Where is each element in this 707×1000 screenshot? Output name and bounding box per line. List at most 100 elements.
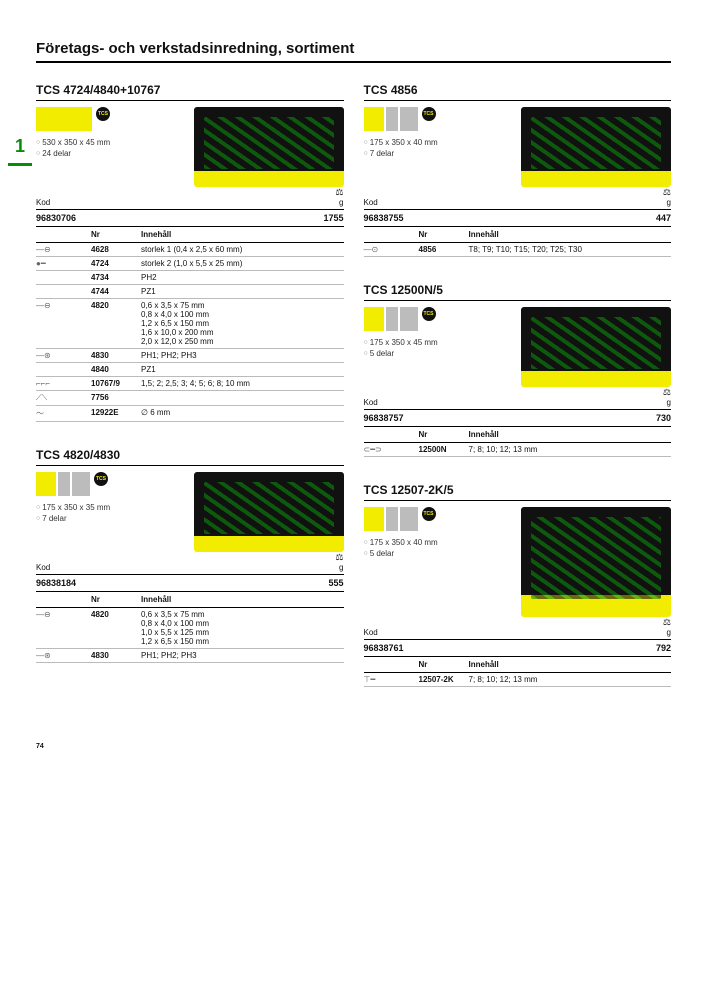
content-row: ●━ 4724 storlek 2 (1,0 x 5,5 x 25 mm) [36, 257, 344, 271]
product-weight: 730 [656, 413, 671, 423]
row-nr: 4820 [91, 301, 141, 310]
product-block: TCS 4820/4830 TCS 175 x 350 x 35 mm7 del… [36, 448, 344, 663]
weight-header: ⚖g [663, 187, 671, 207]
row-innehall: storlek 2 (1,0 x 5,5 x 25 mm) [141, 259, 344, 268]
color-swatch [36, 472, 56, 496]
col-innehall: Innehåll [141, 230, 344, 239]
row-innehall: 7; 8; 10; 12; 13 mm [469, 445, 672, 454]
row-nr: 12922E [91, 408, 141, 417]
color-swatch [400, 307, 418, 331]
swatch-row: TCS [36, 107, 194, 131]
product-title: TCS 12507-2K/5 [364, 483, 672, 501]
content-row: —⊖ 4820 0,6 x 3,5 x 75 mm 0,8 x 4,0 x 10… [36, 299, 344, 349]
col-innehall: Innehåll [469, 430, 672, 439]
row-nr: 4830 [91, 351, 141, 360]
row-icon: ⊤━ [364, 675, 419, 684]
row-innehall: 1,5; 2; 2,5; 3; 4; 5; 6; 8; 10 mm [141, 379, 344, 388]
product-photo [194, 107, 344, 187]
product-code: 96838761 [364, 643, 404, 653]
content-row: ⌐⌐⌐ 10767/9 1,5; 2; 2,5; 3; 4; 5; 6; 8; … [36, 377, 344, 391]
col-nr: Nr [419, 230, 469, 239]
product-title: TCS 4724/4840+10767 [36, 83, 344, 101]
spec-line: 5 delar [364, 548, 522, 559]
content-row: 4744 PZ1 [36, 285, 344, 299]
row-icon: ●━ [36, 259, 91, 268]
row-innehall: ∅ 6 mm [141, 408, 344, 417]
row-icon: ⟋⟍ [36, 393, 91, 403]
swatch-row: TCS [364, 507, 522, 531]
col-innehall: Innehåll [141, 595, 344, 604]
tcs-badge-icon: TCS [94, 472, 108, 486]
color-swatch [386, 507, 398, 531]
kod-header-row: Kod ⚖g [36, 187, 344, 210]
spec-line: 175 x 350 x 45 mm [364, 337, 522, 348]
scale-icon: ⚖ [663, 617, 671, 627]
kod-label: Kod [364, 198, 378, 207]
row-nr: 7756 [91, 393, 141, 402]
row-icon: —⊖ [36, 301, 91, 310]
col-nr: Nr [91, 230, 141, 239]
row-innehall: 0,6 x 3,5 x 75 mm 0,8 x 4,0 x 100 mm 1,2… [141, 301, 344, 346]
content-row: 4840 PZ1 [36, 363, 344, 377]
tcs-badge-icon: TCS [422, 507, 436, 521]
weight-header: ⚖g [663, 617, 671, 637]
weight-header: ⚖g [335, 187, 343, 207]
content-row: —⊖ 4820 0,6 x 3,5 x 75 mm 0,8 x 4,0 x 10… [36, 608, 344, 649]
content-row: 4734 PH2 [36, 271, 344, 285]
row-nr: 4840 [91, 365, 141, 374]
row-nr: 12500N [419, 445, 469, 454]
specs-list: 175 x 350 x 40 mm7 delar [364, 137, 522, 159]
color-swatch [364, 107, 384, 131]
code-row: 96838757 730 [364, 410, 672, 427]
row-innehall: T8; T9; T10; T15; T20; T25; T30 [469, 245, 672, 254]
product-photo [521, 107, 671, 187]
row-nr: 12507-2K [419, 675, 469, 684]
row-icon: —⊖ [36, 245, 91, 254]
content-row: —⊙ 4856 T8; T9; T10; T15; T20; T25; T30 [364, 243, 672, 257]
row-icon: —⊖ [36, 610, 91, 619]
row-nr: 4744 [91, 287, 141, 296]
tcs-badge-icon: TCS [96, 107, 110, 121]
kod-label: Kod [364, 398, 378, 407]
color-swatch [386, 107, 398, 131]
product-code: 96838755 [364, 213, 404, 223]
spec-line: 24 delar [36, 148, 194, 159]
row-innehall: PH1; PH2; PH3 [141, 351, 344, 360]
row-icon: ⊂━⊃ [364, 445, 419, 454]
product-code: 96830706 [36, 213, 76, 223]
product-block: TCS 4856 TCS 175 x 350 x 40 mm7 delar Ko… [364, 83, 672, 257]
page-title: Företags- och verkstadsinredning, sortim… [36, 40, 671, 63]
product-weight: 447 [656, 213, 671, 223]
page-number: 74 [36, 743, 671, 750]
spec-line: 7 delar [36, 513, 194, 524]
code-row: 96830706 1755 [36, 210, 344, 227]
row-innehall: PZ1 [141, 365, 344, 374]
spec-line: 530 x 350 x 45 mm [36, 137, 194, 148]
color-swatch [400, 107, 418, 131]
product-block: TCS 4724/4840+10767 TCS 530 x 350 x 45 m… [36, 83, 344, 422]
color-swatch [58, 472, 70, 496]
scale-icon: ⚖ [663, 187, 671, 197]
code-row: 96838761 792 [364, 640, 672, 657]
swatch-row: TCS [364, 307, 522, 331]
right-column: TCS 4856 TCS 175 x 350 x 40 mm7 delar Ko… [364, 83, 672, 713]
table-header: Nr Innehåll [364, 657, 672, 673]
kod-header-row: Kod ⚖g [364, 617, 672, 640]
col-nr: Nr [91, 595, 141, 604]
weight-header: ⚖g [335, 552, 343, 572]
row-nr: 4734 [91, 273, 141, 282]
row-nr: 4628 [91, 245, 141, 254]
table-header: Nr Innehåll [364, 227, 672, 243]
color-swatch [400, 507, 418, 531]
tcs-badge-icon: TCS [422, 307, 436, 321]
swatch-row: TCS [364, 107, 522, 131]
product-block: TCS 12507-2K/5 TCS 175 x 350 x 40 mm5 de… [364, 483, 672, 687]
spec-line: 175 x 350 x 35 mm [36, 502, 194, 513]
row-nr: 4830 [91, 651, 141, 660]
kod-header-row: Kod ⚖g [364, 187, 672, 210]
row-innehall: 0,6 x 3,5 x 75 mm 0,8 x 4,0 x 100 mm 1,0… [141, 610, 344, 646]
section-number: 1 [8, 130, 32, 166]
specs-list: 175 x 350 x 45 mm5 delar [364, 337, 522, 359]
content-row: —⊖ 4628 storlek 1 (0,4 x 2,5 x 60 mm) [36, 243, 344, 257]
row-icon: —⊙ [364, 245, 419, 254]
